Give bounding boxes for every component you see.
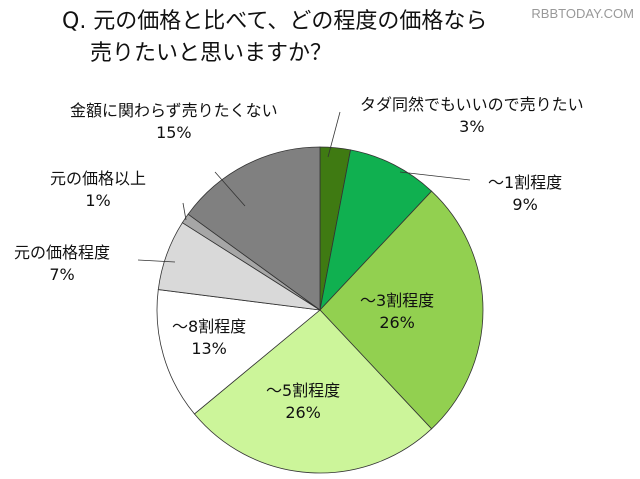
leader-line — [399, 171, 471, 181]
label-10pct: ～1割程度 9% — [488, 173, 563, 214]
label-not-sell: 金額に関わらず売りたくない 15% — [70, 101, 278, 142]
title-line-2: 売りたいと思いますか？ — [90, 41, 333, 66]
pie-slice — [319, 190, 484, 430]
pie-slice — [156, 289, 321, 415]
label-same-price: 元の価格程度 7% — [14, 243, 111, 284]
pie-slice — [319, 149, 433, 312]
label-50pct: ～5割程度 26% — [266, 381, 341, 422]
label-30pct: ～3割程度 26% — [360, 291, 435, 332]
watermark: RBBTODAY.COM — [531, 6, 634, 21]
label-above-price: 元の価格以上 1% — [50, 169, 147, 210]
label-free: タダ同然でもいいので売りたい 3% — [360, 95, 584, 136]
leader-line — [182, 202, 187, 221]
chart-title: Q. 元の価格と比べて、どの程度の価格なら 売りたいと思いますか？ — [62, 6, 487, 70]
leader-line — [137, 259, 176, 263]
pie-slice — [193, 309, 433, 474]
leader-line — [214, 171, 246, 207]
pie-slice — [187, 146, 321, 311]
label-80pct: ～8割程度 13% — [172, 317, 247, 358]
leader-line — [327, 111, 341, 158]
title-line-1: Q. 元の価格と比べて、どの程度の価格なら — [62, 9, 488, 34]
